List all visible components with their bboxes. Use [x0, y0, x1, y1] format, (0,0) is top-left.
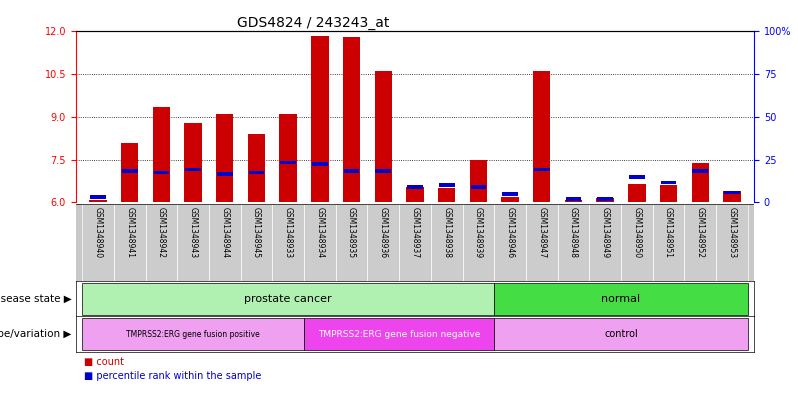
Text: control: control	[604, 329, 638, 339]
Text: ■ count: ■ count	[84, 357, 124, 367]
Bar	[653, 204, 685, 281]
Bar	[367, 204, 399, 281]
Bar	[494, 204, 526, 281]
Text: GSM1348939: GSM1348939	[474, 207, 483, 258]
Text: GSM1348948: GSM1348948	[569, 207, 578, 258]
Text: GSM1348942: GSM1348942	[157, 207, 166, 258]
Text: GSM1348950: GSM1348950	[632, 207, 642, 258]
Bar	[660, 185, 678, 202]
Text: GSM1348943: GSM1348943	[188, 207, 198, 258]
Bar	[122, 169, 137, 173]
Text: GSM1348952: GSM1348952	[696, 207, 705, 258]
Bar	[82, 283, 494, 314]
Bar	[312, 162, 328, 166]
Bar	[304, 318, 494, 350]
Bar	[407, 185, 423, 189]
Text: GSM1348946: GSM1348946	[506, 207, 515, 258]
Bar	[406, 187, 424, 202]
Bar	[272, 204, 304, 281]
Bar	[247, 134, 265, 202]
Text: GSM1348938: GSM1348938	[442, 207, 451, 258]
Bar	[501, 196, 519, 202]
Bar	[121, 143, 138, 202]
Text: disease state ▶: disease state ▶	[0, 294, 72, 304]
Bar	[661, 181, 677, 184]
Text: GSM1348936: GSM1348936	[379, 207, 388, 258]
Bar	[558, 204, 589, 281]
Bar	[724, 191, 740, 194]
Bar	[177, 204, 209, 281]
Text: GSM1348935: GSM1348935	[347, 207, 356, 258]
Bar	[566, 197, 581, 201]
Bar	[217, 172, 233, 176]
Bar	[534, 168, 550, 171]
Text: GSM1348953: GSM1348953	[728, 207, 737, 258]
Bar	[374, 72, 392, 202]
Bar	[502, 192, 518, 196]
Bar	[89, 200, 107, 202]
Bar	[438, 188, 456, 202]
Bar	[152, 107, 170, 202]
Text: GSM1348937: GSM1348937	[410, 207, 420, 258]
Bar	[249, 171, 264, 174]
Bar	[184, 123, 202, 202]
Bar	[716, 204, 748, 281]
Bar	[628, 184, 646, 202]
Text: GSM1348934: GSM1348934	[315, 207, 324, 258]
Text: GSM1348951: GSM1348951	[664, 207, 673, 258]
Bar	[431, 204, 463, 281]
Text: GSM1348945: GSM1348945	[252, 207, 261, 258]
Bar	[185, 168, 201, 171]
Text: GSM1348940: GSM1348940	[93, 207, 102, 258]
Bar	[693, 169, 708, 173]
Bar	[439, 184, 455, 187]
Bar	[597, 197, 613, 201]
Bar	[526, 204, 558, 281]
Title: GDS4824 / 243243_at: GDS4824 / 243243_at	[237, 17, 389, 30]
Text: prostate cancer: prostate cancer	[244, 294, 332, 304]
Bar	[279, 114, 297, 202]
Bar	[344, 169, 359, 173]
Bar	[470, 160, 487, 202]
Bar	[153, 171, 169, 174]
Bar	[596, 198, 614, 202]
Bar	[723, 191, 741, 202]
Bar	[692, 162, 709, 202]
Bar	[494, 318, 748, 350]
Bar	[399, 204, 431, 281]
Bar	[463, 204, 494, 281]
Bar	[90, 195, 106, 199]
Bar	[343, 37, 360, 202]
Bar	[494, 283, 748, 314]
Text: GSM1348941: GSM1348941	[125, 207, 134, 258]
Bar	[685, 204, 716, 281]
Bar	[82, 318, 304, 350]
Text: GSM1348947: GSM1348947	[537, 207, 547, 258]
Text: TMPRSS2:ERG gene fusion negative: TMPRSS2:ERG gene fusion negative	[318, 330, 480, 338]
Bar	[589, 204, 621, 281]
Text: GSM1348933: GSM1348933	[283, 207, 293, 258]
Text: TMPRSS2:ERG gene fusion positive: TMPRSS2:ERG gene fusion positive	[126, 330, 260, 338]
Bar	[471, 185, 486, 189]
Bar	[241, 204, 272, 281]
Text: ■ percentile rank within the sample: ■ percentile rank within the sample	[84, 371, 261, 381]
Bar	[375, 169, 391, 173]
Bar	[629, 175, 645, 178]
Text: genotype/variation ▶: genotype/variation ▶	[0, 329, 72, 339]
Text: GSM1348944: GSM1348944	[220, 207, 229, 258]
Text: GSM1348949: GSM1348949	[601, 207, 610, 258]
Bar	[114, 204, 145, 281]
Bar	[533, 72, 551, 202]
Bar	[336, 204, 367, 281]
Bar	[209, 204, 241, 281]
Bar	[145, 204, 177, 281]
Bar	[304, 204, 336, 281]
Bar	[311, 36, 329, 202]
Text: normal: normal	[602, 294, 641, 304]
Bar	[565, 200, 583, 202]
Bar	[82, 204, 114, 281]
Bar	[216, 114, 234, 202]
Bar	[621, 204, 653, 281]
Bar	[280, 161, 296, 164]
